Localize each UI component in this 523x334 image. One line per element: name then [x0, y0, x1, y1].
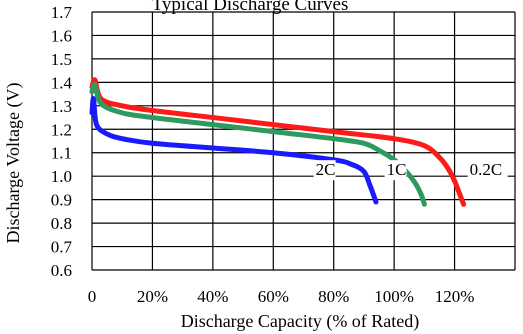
x-tick-label: 100% [374, 287, 414, 306]
x-tick-label: 80% [318, 287, 349, 306]
series-line-2C [89, 96, 379, 205]
plot-grid [91, 11, 516, 271]
y-tick-label: 1.2 [51, 120, 72, 139]
series-label-bg [384, 160, 407, 181]
chart-title: Typical Discharge Curves [152, 0, 349, 15]
series-label-0_2C: 0.2C [470, 160, 503, 179]
x-tick-label: 60% [258, 287, 289, 306]
y-tick-label: 1.3 [51, 97, 72, 116]
y-tick-label: 0.6 [51, 261, 72, 280]
series-labels: 2C 1C 0.2C [313, 160, 508, 181]
series-label-1C: 1C [387, 160, 407, 179]
y-tick-label: 0.8 [51, 214, 72, 233]
series-label-2C: 2C [316, 160, 336, 179]
y-axis-title: Discharge Voltage (V) [3, 83, 24, 244]
series-lines [89, 77, 467, 207]
series-label-bg [313, 160, 336, 181]
y-axis-ticks: 0.6 0.7 0.8 0.9 1.0 1.1 1.2 1.3 1.4 1.5 1.6 1.7 [51, 3, 73, 280]
y-tick-label: 0.7 [51, 238, 73, 257]
y-tick-label: 1.7 [51, 3, 73, 22]
y-tick-label: 1.0 [51, 167, 72, 186]
y-tick-label: 1.1 [51, 144, 72, 163]
x-tick-label: 40% [197, 287, 228, 306]
x-axis-ticks: 0 20% 40% 60% 80% 100% 120% [88, 287, 475, 306]
y-tick-label: 1.5 [51, 50, 72, 69]
x-tick-label: 0 [88, 287, 97, 306]
x-tick-label: 20% [137, 287, 168, 306]
x-tick-label: 120% [435, 287, 475, 306]
series-line-1C [89, 81, 427, 207]
y-tick-label: 1.6 [51, 26, 72, 45]
series-label-bg [467, 160, 508, 181]
y-tick-label: 1.4 [51, 73, 73, 92]
series-line-0_2C [89, 77, 467, 207]
y-tick-label: 0.9 [51, 191, 72, 210]
x-axis-title: Discharge Capacity (% of Rated) [181, 311, 420, 332]
